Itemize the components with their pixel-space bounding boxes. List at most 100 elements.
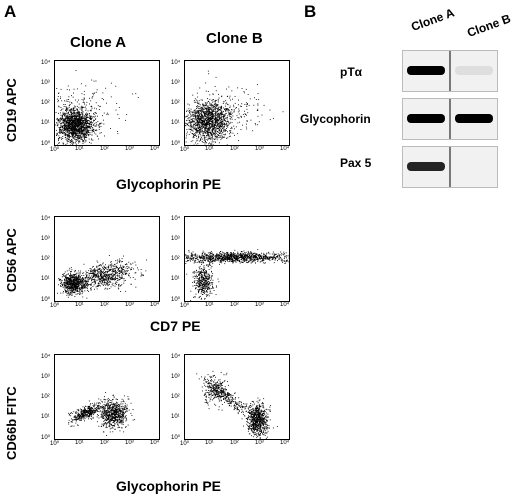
event-dot [204,107,206,109]
event-dot [58,112,59,114]
event-dot [207,138,209,140]
event-dot [67,286,69,288]
event-dot [77,291,78,292]
event-dot [68,128,70,130]
event-dot [87,122,89,124]
event-dot [74,133,76,134]
event-dot [216,139,218,141]
event-dot [71,139,72,140]
event-dot [225,102,227,104]
event-dot [192,136,194,137]
event-dot [120,264,122,266]
event-dot [60,107,62,108]
event-dot [63,119,65,121]
event-dot [196,115,198,117]
event-dot [200,106,202,108]
event-dot [199,133,201,134]
event-dot [222,128,224,129]
event-dot [77,110,79,112]
event-dot [221,124,223,126]
event-dot [200,123,202,125]
event-dot [103,272,105,274]
event-dot [191,115,192,117]
event-dot [222,132,224,133]
event-dot [102,263,104,265]
event-dot [88,276,89,278]
event-dot [118,283,120,285]
event-dot [69,131,71,133]
event-dot [90,269,92,271]
event-dot [98,279,100,281]
event-dot [213,138,215,140]
event-dot [65,275,67,277]
event-dot [87,117,88,118]
event-dot [224,129,225,131]
event-dot [205,119,207,121]
event-dot [83,285,85,287]
event-dot [126,265,128,267]
event-dot [226,121,228,122]
event-dot [221,112,223,114]
event-dot [215,119,217,121]
event-dot [111,277,113,279]
event-dot [208,132,210,133]
event-dot [201,262,203,264]
event-dot [220,119,222,120]
event-dot [80,117,82,119]
event-dot [82,120,84,121]
event-dot [223,101,225,103]
event-dot [89,276,91,278]
event-dot [106,268,108,270]
event-dot [214,119,216,120]
event-dot [94,125,96,127]
event-dot [100,272,102,274]
event-dot [195,131,197,133]
event-dot [219,109,221,110]
event-dot [200,116,202,118]
event-dot [210,107,212,109]
event-dot [226,125,227,127]
event-dot [125,264,127,265]
event-dot [107,272,108,274]
event-dot [104,283,105,285]
event-dot [58,280,60,281]
event-dot [224,136,225,138]
event-dot [74,126,75,128]
event-dot [91,97,93,99]
event-dot [90,284,92,286]
event-dot [219,253,220,255]
event-dot [215,103,217,105]
event-dot [203,120,205,122]
event-dot [92,129,94,131]
event-dot [68,106,70,108]
event-dot [85,281,87,283]
event-dot [100,278,102,280]
event-dot [60,110,62,111]
event-dot [210,103,212,105]
event-dot [102,276,104,278]
event-dot [95,125,97,127]
event-dot [76,116,77,118]
event-dot [82,129,84,131]
event-dot [203,111,205,112]
event-dot [110,269,112,271]
event-dot [75,124,77,125]
event-dot [78,127,80,129]
event-dot [78,118,80,120]
event-dot [70,284,72,285]
event-dot [193,109,195,111]
event-dot [79,116,81,118]
event-dot [221,106,222,108]
event-dot [221,113,223,115]
event-dot [72,290,74,292]
event-dot [68,279,70,281]
event-dot [72,96,74,98]
event-dot [246,128,248,130]
event-dot [89,122,91,124]
event-dot [83,106,85,108]
event-dot [235,107,237,109]
event-dot [86,137,88,138]
event-dot [98,126,100,127]
event-dot [76,293,78,295]
event-dot [185,258,187,259]
